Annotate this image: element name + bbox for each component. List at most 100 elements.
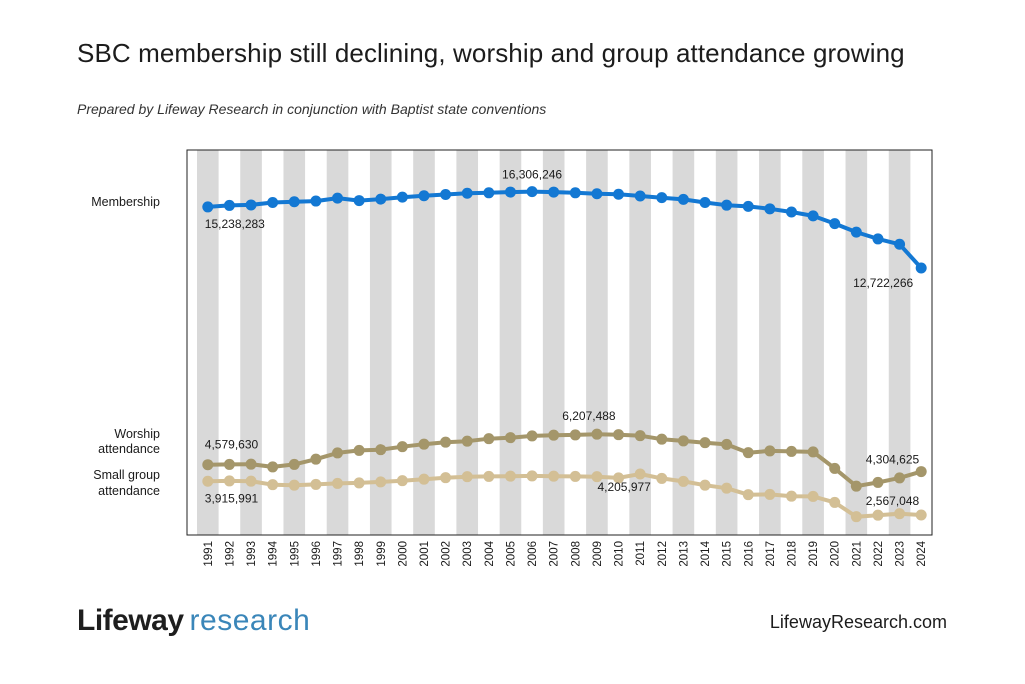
data-point [202,459,214,471]
data-point [202,475,214,487]
data-point [785,445,797,457]
data-label: 15,238,283 [205,217,265,231]
series-line [207,432,922,489]
x-tick-label: 1994 [268,540,280,566]
data-point [504,470,516,482]
data-point [634,468,646,480]
lifeway-research-logo: Lifeway research [77,601,310,641]
data-point [245,475,257,487]
x-tick-label: 1991 [203,541,215,567]
grid-band [586,150,608,535]
grid-band [369,150,392,535]
data-point [591,471,603,483]
data-point [613,472,625,484]
grid-band [542,150,565,535]
data-point [634,190,646,202]
data-point [656,433,668,445]
series-line [207,472,922,519]
data-point [288,196,300,208]
x-tick-label: 2004 [484,540,496,566]
x-tick-label: 2013 [678,541,690,567]
data-point [245,199,257,211]
x-tick-label: 2012 [657,541,669,567]
data-point [202,201,214,213]
data-point [915,466,927,478]
data-point [504,432,516,444]
data-point [310,453,322,465]
data-point [353,444,365,456]
data-point [332,447,344,459]
data-point [829,462,841,474]
x-tick-label: 2003 [462,541,474,567]
data-point [375,476,387,488]
data-point [375,444,387,456]
x-tick-label: 2020 [830,541,842,567]
data-point [267,197,279,209]
data-point [396,441,408,453]
data-point [288,458,300,470]
data-label: 6,207,488 [562,409,616,423]
data-point [807,446,819,458]
website-link[interactable]: LifewayResearch.com [769,612,947,632]
x-tick-label: 2022 [873,541,885,567]
data-point [872,233,884,245]
data-point [785,206,797,218]
data-point [267,479,279,491]
data-point [267,461,279,473]
data-label: 12,722,266 [853,276,913,290]
data-point [894,238,906,250]
x-tick-label: 2014 [700,540,712,566]
data-point [418,190,430,202]
data-point [440,189,452,201]
x-tick-label: 1993 [246,541,258,567]
data-point [742,489,754,501]
data-point [850,226,862,238]
row-label: attendance [98,484,160,498]
data-point [721,438,733,450]
data-label: 4,205,977 [597,480,651,494]
data-point [699,197,711,209]
data-point [894,508,906,520]
row-label: Small group [93,468,160,482]
grid-band [413,150,435,535]
data-point [699,479,711,491]
grid-band [326,150,349,535]
x-tick-label: 2009 [592,541,604,567]
data-point [288,479,300,491]
data-point [764,488,776,500]
data-point [634,430,646,442]
data-point [591,188,603,200]
data-point [764,203,776,215]
x-tick-label: 2011 [635,541,647,566]
data-point [526,186,538,198]
data-point [526,430,538,442]
x-tick-label: 1992 [224,541,236,567]
data-point [742,200,754,212]
logo-word: Lifeway [77,604,184,637]
data-point [677,435,689,447]
data-point [396,475,408,487]
data-point [310,478,322,490]
series-line [207,189,923,270]
data-label: 3,915,991 [205,491,259,505]
grid-band [240,150,262,535]
data-point [656,192,668,204]
data-point [829,496,841,508]
page-subtitle: Prepared by Lifeway Research in conjunct… [77,101,547,117]
x-tick-label: 1998 [354,541,366,567]
data-point [807,210,819,222]
x-axis-ticks: 1991 1992 1993 1994 1995 1996 1997 1998 1999 2000… [203,540,928,566]
page-title: SBC membership still declining, worship … [77,38,905,68]
data-point [677,193,689,205]
data-point [807,490,819,502]
x-tick-label: 1995 [289,541,301,567]
grid-band [802,150,824,535]
data-point [332,477,344,489]
data-point [504,186,516,198]
data-point [223,475,235,487]
data-point [613,188,625,200]
value-labels: 15,238,283 16,306,246 12,722,266 4,579,630 6… [205,168,920,508]
data-point [483,187,495,199]
row-label: Membership [91,195,160,209]
